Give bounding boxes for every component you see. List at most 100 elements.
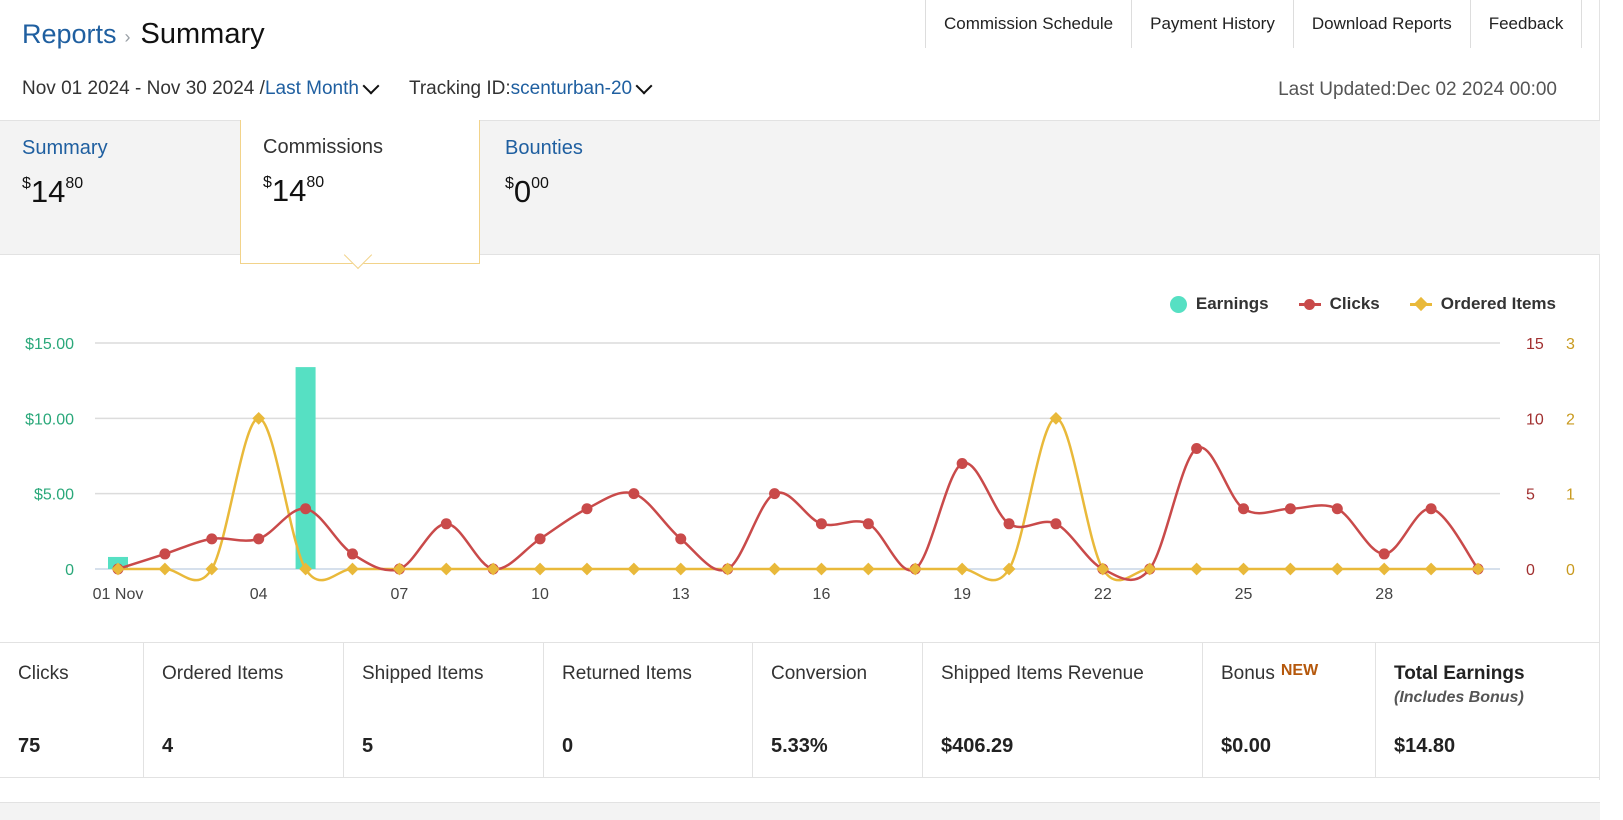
legend-clicks[interactable]: Clicks <box>1298 294 1380 314</box>
chart-legend: Earnings Clicks Ordered Items <box>1140 294 1556 314</box>
clicks-point <box>1191 442 1203 454</box>
ordered-items-point <box>768 562 781 576</box>
clicks-point <box>1284 503 1296 515</box>
clicks-point <box>581 503 593 515</box>
stat-label: Bonus NEW <box>1221 662 1375 685</box>
commission-schedule-link[interactable]: Commission Schedule <box>926 0 1133 48</box>
tab-commissions[interactable]: Commissions $1480 <box>240 120 480 264</box>
ordered-items-point <box>1237 562 1250 576</box>
y-left-tick-label: $10.00 <box>25 411 74 428</box>
bounties-amount: $000 <box>505 174 723 210</box>
x-tick-label: 04 <box>250 586 268 603</box>
clicks-point <box>769 488 781 500</box>
commissions-whole: 14 <box>271 173 307 208</box>
ordered-items-point <box>580 562 594 576</box>
tab-summary-label[interactable]: Summary <box>22 137 108 159</box>
stats-row: Clicks 75 Ordered Items 4 Shipped Items … <box>0 642 1600 778</box>
clicks-point <box>1238 503 1250 515</box>
stat-conversion: Conversion 5.33% <box>753 643 923 777</box>
commissions-cents: 80 <box>306 174 325 191</box>
tracking-id-dropdown[interactable]: scenturban-20 <box>510 78 633 99</box>
ordered-items-point <box>627 562 641 576</box>
clicks-point <box>956 458 968 470</box>
stat-note: (Includes Bonus) <box>1394 689 1524 706</box>
earnings-bar <box>295 367 316 569</box>
x-tick-label: 10 <box>531 586 549 603</box>
tab-commissions-label[interactable]: Commissions <box>263 136 384 158</box>
clicks-point <box>300 503 312 515</box>
legend-ordered-items[interactable]: Ordered Items <box>1409 294 1556 314</box>
clicks-line <box>117 446 1480 582</box>
stat-clicks: Clicks 75 <box>0 643 144 777</box>
y-left-tick-label: $5.00 <box>34 487 74 504</box>
y-right-ordered-tick-label: 2 <box>1566 411 1575 428</box>
x-tick-label: 19 <box>953 586 971 603</box>
clicks-point <box>675 533 687 545</box>
stat-value: 75 <box>18 735 41 757</box>
clicks-point <box>346 548 358 560</box>
period-dropdown[interactable]: Last Month <box>264 78 359 99</box>
earnings-chart: Earnings Clicks Ordered Items 0 0 0 $5.00 5 1… <box>0 256 1600 642</box>
ordered-items-point <box>1377 562 1391 576</box>
y-right-clicks-tick-label: 10 <box>1526 411 1544 428</box>
x-tick-label: 16 <box>813 586 831 603</box>
ordered-items-point <box>674 562 688 576</box>
summary-whole: 14 <box>30 174 66 209</box>
payment-history-link[interactable]: Payment History <box>1132 0 1294 48</box>
y-left-tick-label: 0 <box>65 562 74 579</box>
stat-label: Shipped Items <box>362 663 484 684</box>
ordered-items-point <box>439 562 453 576</box>
download-reports-link[interactable]: Download Reports <box>1293 0 1471 48</box>
clicks-point <box>862 518 874 530</box>
period-chevron-down-icon[interactable] <box>362 77 380 94</box>
stat-returned-items: Returned Items 0 <box>544 643 753 777</box>
stat-shipped-items: Shipped Items 5 <box>344 643 544 777</box>
ordered-items-point <box>346 562 359 576</box>
y-right-ordered-tick-label: 0 <box>1566 562 1575 579</box>
stat-bonus: Bonus NEW $0.00 <box>1203 643 1376 777</box>
earnings-tabs: Summary $1480 Commissions $1480 Bounties… <box>0 120 1600 264</box>
bounties-currency: $ <box>505 175 514 192</box>
stat-total-earnings: Total Earnings (Includes Bonus) $14.80 <box>1376 643 1600 777</box>
clicks-point <box>1378 548 1390 560</box>
new-badge: NEW <box>1280 662 1319 679</box>
legend-earnings[interactable]: Earnings <box>1169 294 1269 314</box>
clicks-point <box>1425 503 1437 515</box>
y-right-clicks-tick-label: 15 <box>1526 336 1544 353</box>
breadcrumb-reports-link[interactable]: Reports <box>22 19 117 49</box>
x-tick-label: 28 <box>1375 586 1393 603</box>
clicks-point <box>628 488 640 500</box>
stat-value: 4 <box>162 735 174 757</box>
y-left-tick-label: $15.00 <box>25 336 74 353</box>
summary-amount: $1480 <box>22 174 240 210</box>
feedback-link[interactable]: Feedback <box>1470 0 1583 48</box>
stat-label: Shipped Items Revenue <box>941 663 1144 684</box>
bounties-whole: 0 <box>513 174 532 209</box>
summary-cents: 80 <box>65 175 84 192</box>
page-title: Summary <box>140 18 265 50</box>
earnings-swatch-icon <box>1169 295 1187 313</box>
ordered-items-point <box>815 562 828 576</box>
stat-label: Clicks <box>18 663 69 684</box>
clicks-swatch-icon <box>1298 298 1321 310</box>
tab-bounties-label[interactable]: Bounties <box>505 137 583 159</box>
ordered-items-swatch-icon <box>1409 296 1432 311</box>
stat-label: Ordered Items <box>162 663 284 684</box>
y-right-ordered-tick-label: 3 <box>1566 336 1575 353</box>
x-tick-label: 13 <box>672 586 690 603</box>
chart-plot: 0 0 0 $5.00 5 1 $10.00 10 2 $15.00 15 3 01 Nov 04 07 10… <box>25 336 1575 603</box>
clicks-point <box>1331 503 1343 515</box>
tab-bounties[interactable]: Bounties $000 <box>483 121 723 256</box>
clicks-point <box>1003 518 1015 530</box>
tracking-chevron-down-icon[interactable] <box>635 77 653 94</box>
stat-value: 5 <box>362 735 374 757</box>
summary-currency: $ <box>22 175 31 192</box>
clicks-point <box>206 533 218 545</box>
clicks-point <box>253 533 265 545</box>
ordered-items-point <box>1424 562 1438 576</box>
ordered-items-point <box>1190 562 1203 576</box>
tab-summary[interactable]: Summary $1480 <box>0 121 240 256</box>
ordered-items-line <box>118 417 1478 582</box>
top-navigation: Commission Schedule Payment History Down… <box>925 0 1583 48</box>
ordered-items-point <box>955 562 969 576</box>
